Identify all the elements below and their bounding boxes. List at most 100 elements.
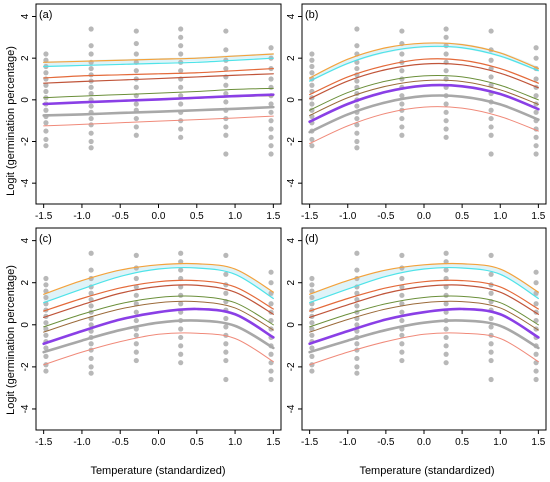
data-point — [354, 290, 360, 296]
data-point — [488, 315, 494, 322]
data-point — [223, 290, 229, 296]
data-point — [88, 130, 94, 136]
data-point — [268, 134, 274, 140]
panel-label: (c) — [39, 233, 52, 245]
data-point — [399, 317, 405, 324]
x-tick-label: -0.5 — [377, 211, 395, 222]
data-point — [268, 317, 274, 324]
y-tick-label: -2 — [20, 362, 31, 371]
data-point — [533, 93, 539, 99]
fit-curve-4 — [309, 62, 539, 100]
fit-curve-6 — [309, 79, 539, 116]
data-point — [178, 93, 184, 99]
y-tick-label: -4 — [286, 178, 297, 187]
data-point — [223, 349, 229, 355]
data-point — [178, 351, 184, 357]
data-point — [488, 252, 494, 258]
data-point — [399, 357, 405, 364]
data-point — [88, 290, 94, 296]
data-point — [443, 334, 449, 341]
data-point — [133, 332, 139, 338]
data-point — [354, 355, 360, 362]
data-point — [43, 294, 49, 301]
data-point — [178, 101, 184, 107]
data-point — [178, 26, 184, 32]
data-point — [399, 101, 405, 107]
fit-curve-1 — [309, 262, 539, 295]
y-tick-label: -4 — [286, 404, 297, 413]
data-point — [133, 275, 139, 282]
panel-1: -1.5 -1.0 -0.5 0.0 0.5 1.0 1.5 -4 -2 0 2 4 (a) — [20, 3, 282, 222]
fit-curve-4 — [43, 284, 274, 319]
data-point — [309, 57, 315, 63]
data-point — [309, 275, 315, 282]
data-point — [443, 267, 449, 273]
data-point — [533, 351, 539, 357]
data-point — [309, 368, 315, 374]
data-point — [488, 290, 494, 296]
data-point — [43, 51, 49, 57]
data-point — [223, 252, 229, 258]
data-point — [399, 76, 405, 82]
data-point — [443, 301, 449, 307]
plot-frame — [301, 3, 547, 205]
data-point — [488, 349, 494, 355]
data-point — [488, 357, 494, 364]
data-point — [43, 368, 49, 374]
data-point — [178, 326, 184, 332]
data-point — [43, 128, 49, 134]
data-point — [88, 303, 94, 309]
data-point — [268, 368, 274, 374]
fit-curve-1 — [43, 53, 274, 63]
data-point — [223, 124, 229, 130]
fit-curve-2 — [43, 57, 274, 68]
x-tick-label: 1.5 — [531, 211, 545, 222]
data-point — [399, 292, 405, 298]
x-tick-label: 1.5 — [266, 211, 280, 222]
data-point — [443, 51, 449, 57]
data-point — [133, 84, 139, 90]
data-point — [533, 45, 539, 51]
data-point — [443, 118, 449, 124]
data-point — [533, 143, 539, 149]
x-tick-label: 0.0 — [417, 211, 431, 222]
data-point — [88, 355, 94, 362]
data-point — [223, 315, 229, 322]
fit-curve-4 — [43, 73, 274, 84]
data-point — [223, 82, 229, 88]
data-point — [354, 303, 360, 309]
panel-3: -1.5 -1.0 -0.5 0.0 0.5 1.0 1.5 -4 -2 0 2 4 (c) — [20, 227, 282, 448]
fit-curve-7 — [308, 307, 540, 346]
x-tick-label: -1.5 — [35, 437, 53, 448]
fit-curve-8 — [308, 94, 540, 134]
data-point — [309, 82, 315, 88]
data-point — [399, 349, 405, 355]
data-point — [533, 280, 539, 286]
data-point — [488, 115, 494, 122]
data-point — [178, 343, 184, 349]
data-point — [43, 143, 49, 149]
data-point — [268, 143, 274, 149]
data-point — [223, 65, 229, 72]
y-tick-label: 4 — [286, 237, 297, 243]
ribbon-area — [309, 263, 539, 303]
y-tick-label: 4 — [20, 237, 31, 243]
data-point — [443, 351, 449, 357]
data-point — [443, 101, 449, 107]
data-point — [399, 341, 405, 347]
fit-curve-2 — [309, 266, 539, 304]
x-tick-label: -1.5 — [35, 211, 53, 222]
data-point — [178, 284, 184, 290]
data-point — [443, 109, 449, 115]
data-point — [88, 145, 94, 151]
data-point — [443, 360, 449, 366]
data-point — [354, 103, 360, 109]
data-point — [133, 115, 139, 122]
data-point — [268, 301, 274, 307]
data-point — [178, 292, 184, 298]
data-point — [133, 292, 139, 298]
data-point — [88, 72, 94, 78]
fit-curve-5 — [43, 87, 274, 99]
data-point — [43, 120, 49, 126]
